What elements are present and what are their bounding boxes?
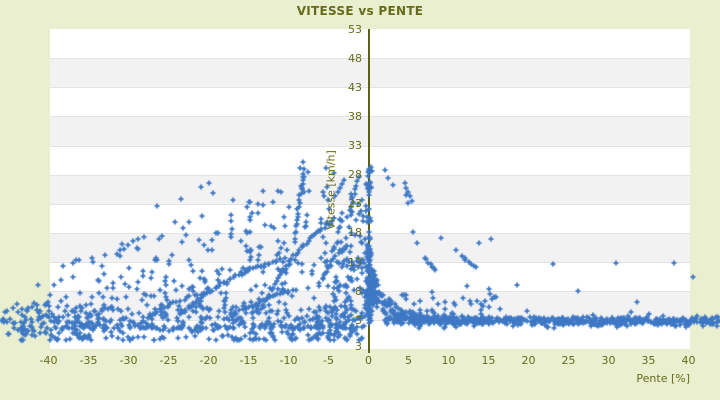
gridline [50, 262, 690, 264]
y-tick-label: 43 [348, 80, 362, 94]
x-tick-label: 15 [481, 354, 496, 367]
x-tick-label: 25 [561, 354, 576, 367]
stripe-band [50, 232, 690, 263]
x-tick-label: 5 [405, 354, 412, 367]
x-tick-label: -20 [199, 354, 218, 367]
y-tick-label: 53 [348, 22, 362, 36]
gridline [50, 203, 690, 205]
x-tick-label: -25 [159, 354, 178, 367]
x-tick-label: -40 [39, 354, 58, 367]
stripe-band [50, 116, 690, 146]
x-tick-label: 10 [441, 354, 456, 367]
x-tick-label: 0 [365, 354, 372, 367]
stripe-band [50, 87, 690, 117]
stripe-band [50, 145, 690, 175]
y-tick-label: 3 [355, 313, 362, 327]
x-tick-label: -5 [323, 354, 334, 367]
stripe-band [50, 58, 690, 88]
stripe-band [50, 29, 690, 59]
x-tick-label: 35 [641, 354, 656, 367]
y-tick-label: 13 [348, 255, 362, 269]
x-tick-label: 30 [601, 354, 616, 367]
y-axis-line [367, 29, 370, 353]
gridline [50, 87, 690, 89]
x-tick-label: 20 [521, 354, 536, 367]
stripe-band [50, 262, 690, 292]
x-tick-label: 40 [681, 354, 696, 367]
gridline [50, 145, 690, 147]
x-tick-label: -10 [279, 354, 298, 367]
gridline [50, 58, 690, 60]
x-tick-label: -15 [239, 354, 258, 367]
stripe-band [50, 320, 690, 349]
y-axis-end-label: 3 [355, 340, 362, 353]
gridline [50, 232, 690, 234]
y-tick-label: 18 [348, 226, 362, 240]
stripe-band [50, 291, 690, 321]
y-tick-label: 8 [355, 284, 362, 298]
x-axis-title: Pente [%] [636, 372, 690, 385]
y-tick-label: 38 [348, 109, 362, 123]
stripe-band [50, 203, 690, 233]
chart-title: VITESSE vs PENTE [296, 4, 424, 18]
gridline [50, 174, 690, 176]
x-tick-label: -35 [79, 354, 98, 367]
y-tick-label: 23 [348, 197, 362, 211]
stripe-band [50, 174, 690, 204]
y-tick-label: 33 [348, 139, 362, 153]
x-tick-label: -30 [119, 354, 138, 367]
gridline [50, 291, 690, 293]
gridline [50, 116, 690, 118]
y-axis-title: Vitesse [km/h] [324, 150, 338, 230]
y-tick-label: 28 [348, 168, 362, 182]
gridline [50, 320, 690, 322]
y-tick-label: 48 [348, 51, 362, 65]
